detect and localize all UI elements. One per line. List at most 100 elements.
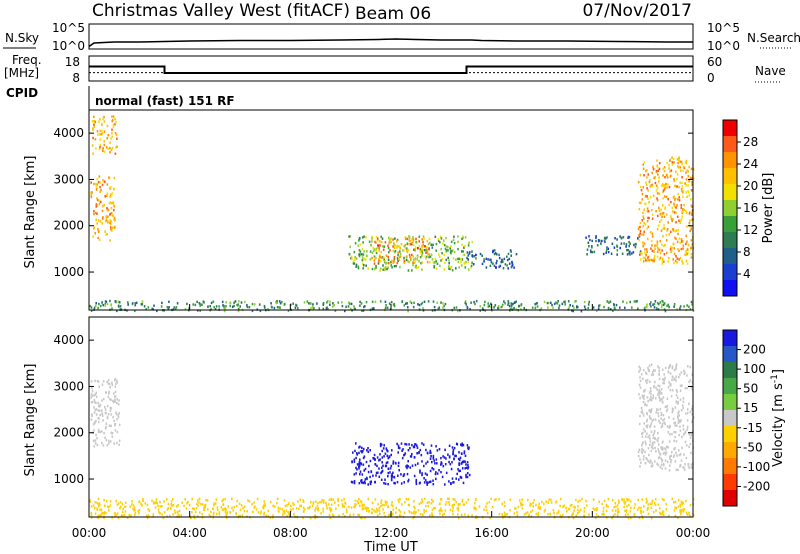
velocity-cell-1-42 — [468, 473, 471, 477]
velocity-cell-2-403 — [677, 401, 679, 404]
power-cell-2-47 — [436, 262, 439, 265]
velocity-cell-3-830 — [434, 506, 436, 510]
power-cell-7-390 — [644, 306, 646, 309]
velocity-cell-3-91 — [448, 501, 450, 504]
power-cell-2-165 — [359, 243, 362, 246]
power-cell-6-8 — [666, 186, 668, 189]
power-cell-7-142 — [507, 301, 510, 305]
power-cell-2-43 — [393, 257, 396, 261]
velocity-cell-1-332 — [392, 462, 394, 465]
power-cell-2-128 — [396, 257, 399, 260]
power-cell-6-287 — [643, 174, 645, 177]
velocity-cell-3-627 — [132, 504, 135, 507]
velocity-cell-1-6 — [379, 458, 381, 461]
velocity-cell-1-303 — [450, 482, 452, 485]
power-cell-7-144 — [683, 305, 685, 308]
velocity-cell-2-98 — [660, 413, 663, 417]
velocity-cell-3-287 — [657, 503, 660, 506]
power-cell-3-58 — [418, 240, 420, 243]
velocity-cell-3-719 — [395, 506, 397, 510]
velocity-cell-3-409 — [241, 514, 244, 517]
power-cell-2-156 — [361, 247, 364, 251]
power-cell-6-399 — [689, 229, 691, 233]
velocity-cell-3-776 — [345, 508, 348, 511]
power-cell-6-111 — [643, 222, 645, 225]
power-cell-3-72 — [408, 261, 410, 264]
power-cell-3-30 — [414, 246, 417, 249]
velocity-cell-1-15 — [392, 471, 394, 474]
velocity-cell-0-41 — [106, 380, 109, 384]
velocity-cell-2-338 — [683, 466, 685, 469]
velocity-cell-1-66 — [375, 474, 377, 477]
velocity-cell-2-334 — [661, 398, 663, 401]
velocity-cell-2-31 — [664, 451, 666, 454]
velocity-cell-1-321 — [450, 467, 453, 471]
velocity-cell-3-276 — [457, 507, 460, 510]
power-cell-6-214 — [677, 198, 679, 201]
velocity-panel-frame — [88, 316, 694, 518]
power-cell-6-350 — [686, 248, 689, 251]
velocity-cell-2-97 — [664, 459, 667, 462]
velocity-cell-3-522 — [104, 504, 106, 507]
velocity-cell-2-182 — [679, 398, 682, 401]
velocity-cell-1-245 — [448, 480, 450, 483]
velocity-cell-3-813 — [214, 502, 217, 505]
velocity-cell-2-158 — [654, 369, 656, 372]
velocity-cell-2-80 — [668, 381, 670, 384]
velocity-cell-3-271 — [109, 500, 112, 503]
velocity-cell-3-510 — [550, 498, 552, 502]
velocity-cell-0-63 — [110, 413, 113, 416]
velocity-y-axis-label: Slant Range [km] — [23, 364, 38, 477]
power-cell-3-45 — [428, 253, 431, 256]
velocity-cell-3-272 — [646, 508, 649, 511]
velocity-cell-3-761 — [552, 509, 555, 512]
power-cell-1-65 — [112, 123, 115, 126]
power-cell-3-70 — [393, 246, 396, 249]
power-cell-1-12 — [98, 147, 101, 151]
power-cell-2-181 — [363, 250, 365, 253]
power-cell-7-34 — [508, 304, 511, 308]
power-cell-0-19 — [112, 202, 115, 206]
velocity-cell-2-302 — [647, 435, 649, 439]
velocity-cell-3-614 — [617, 510, 619, 513]
velocity-cell-1-277 — [400, 442, 403, 445]
velocity-cell-3-436 — [674, 500, 677, 504]
velocity-cell-3-23 — [152, 513, 155, 516]
power-cell-2-150 — [374, 267, 376, 271]
velocity-cell-0-0 — [99, 405, 101, 408]
velocity-cell-1-307 — [452, 450, 454, 454]
velocity-cell-3-517 — [471, 514, 473, 517]
velocity-cell-1-316 — [368, 464, 370, 468]
velocity-cell-3-354 — [680, 513, 682, 516]
power-cell-5-34 — [587, 241, 590, 244]
power-cell-6-40 — [640, 258, 642, 261]
power-cell-7-424 — [174, 307, 177, 311]
velocity-cell-3-659 — [438, 502, 441, 506]
velocity-cell-2-343 — [674, 431, 677, 434]
power-cell-2-138 — [355, 257, 358, 260]
power-cell-2-101 — [427, 242, 430, 246]
power-cell-0-22 — [100, 188, 102, 192]
power-cell-6-173 — [667, 183, 669, 186]
power-cell-2-190 — [369, 250, 372, 253]
velocity-cell-3-467 — [399, 510, 402, 514]
velocity-cell-1-338 — [403, 473, 406, 476]
velocity-cell-3-502 — [315, 500, 317, 503]
power-cell-6-66 — [684, 253, 686, 256]
power-cell-1-46 — [99, 143, 102, 147]
velocity-cell-1-20 — [429, 449, 432, 453]
power-cell-7-395 — [284, 302, 286, 306]
power-cell-6-401 — [642, 260, 645, 263]
velocity-cell-2-157 — [684, 371, 686, 374]
velocity-cell-3-144 — [457, 513, 459, 516]
power-cell-0-10 — [109, 186, 112, 189]
power-cell-6-210 — [653, 254, 656, 257]
power-cell-6-61 — [672, 229, 675, 233]
power-cell-7-261 — [322, 303, 325, 306]
power-cell-2-280 — [434, 235, 437, 238]
velocity-cell-2-328 — [679, 463, 682, 467]
velocity-cell-0-76 — [112, 392, 115, 395]
velocity-cell-0-114 — [104, 411, 107, 415]
velocity-cell-3-240 — [378, 509, 381, 512]
power-cell-7-254 — [481, 307, 484, 310]
